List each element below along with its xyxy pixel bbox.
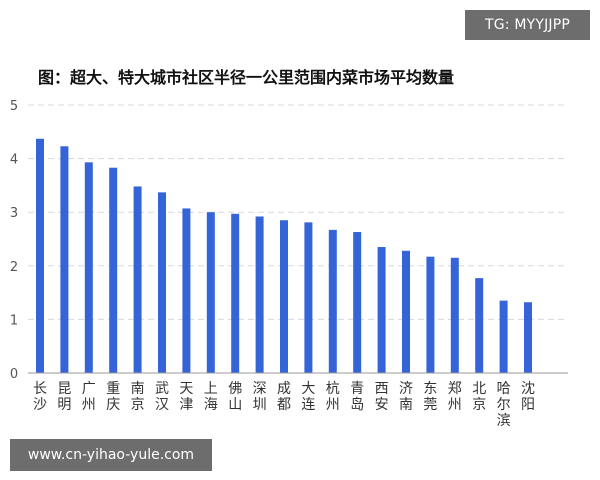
y-tick-label: 2 <box>10 260 18 275</box>
bar <box>36 138 44 373</box>
x-tick-label: 武汉 <box>155 381 169 413</box>
x-tick-label: 上海 <box>204 381 218 413</box>
x-axis-ticks: 长沙昆明广州重庆南京武汉天津上海佛山深圳成都大连杭州青岛西安济南东莞郑州北京哈尔… <box>33 381 535 429</box>
y-tick-label: 1 <box>10 313 18 328</box>
x-tick-label: 长沙 <box>33 381 47 413</box>
bar <box>60 146 69 373</box>
x-tick-label: 东莞 <box>423 381 437 413</box>
bar <box>231 213 240 373</box>
bar <box>450 257 459 373</box>
x-tick-label: 郑州 <box>448 381 462 413</box>
grid-lines <box>28 104 568 320</box>
x-tick-label: 成都 <box>277 381 291 413</box>
x-tick-label: 杭州 <box>326 381 340 413</box>
x-tick-label: 哈尔滨 <box>497 381 511 429</box>
bar <box>328 229 337 373</box>
x-tick-label: 佛山 <box>228 381 242 413</box>
x-tick-label: 沈阳 <box>521 381 535 413</box>
bar <box>206 212 215 373</box>
bar <box>524 302 532 373</box>
x-tick-label: 广州 <box>82 381 96 413</box>
x-tick-label: 大连 <box>301 381 315 413</box>
bar <box>377 247 386 373</box>
bar <box>499 300 508 373</box>
y-tick-label: 3 <box>10 206 18 221</box>
x-tick-label: 昆明 <box>57 381 71 413</box>
y-tick-label: 5 <box>10 99 18 114</box>
x-tick-label: 西安 <box>375 381 389 413</box>
bar <box>182 208 191 373</box>
y-tick-label: 0 <box>10 367 18 382</box>
bar <box>109 167 118 373</box>
bar <box>426 256 435 373</box>
y-axis-ticks: 0 1 2 3 4 5 <box>10 99 18 382</box>
watermark-bottom: www.cn-yihao-yule.com <box>10 439 212 471</box>
x-tick-label: 深圳 <box>253 381 267 413</box>
chart-title: 图：超大、特大城市社区半径一公里范围内菜市场平均数量 <box>38 68 455 87</box>
x-tick-label: 北京 <box>472 381 486 413</box>
bar <box>475 278 484 373</box>
x-tick-label: 济南 <box>399 381 413 413</box>
watermark-top: TG: MYYJJPP <box>465 10 590 40</box>
bar <box>133 186 142 373</box>
bar <box>84 162 93 373</box>
bar <box>158 192 166 373</box>
bars <box>36 138 532 373</box>
bar <box>255 216 264 373</box>
bar <box>353 232 362 373</box>
bar <box>304 222 313 373</box>
bar <box>280 220 288 373</box>
bar <box>402 250 410 373</box>
x-tick-label: 南京 <box>131 381 145 413</box>
y-tick-label: 4 <box>10 153 18 168</box>
x-tick-label: 天津 <box>179 381 193 413</box>
x-tick-label: 青岛 <box>350 381 364 413</box>
x-tick-label: 重庆 <box>106 381 120 413</box>
